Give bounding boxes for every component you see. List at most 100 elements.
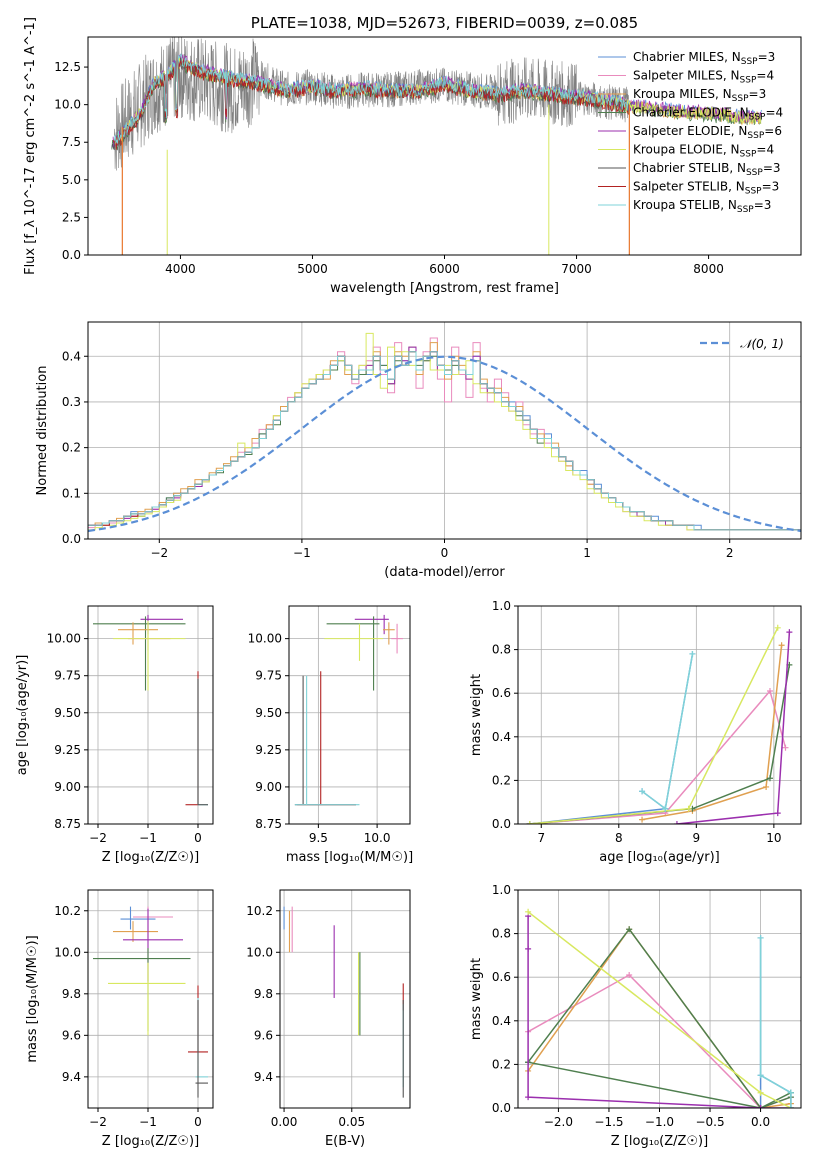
massweight-vs-age-panel: 7 8 9 10 0.0 0.2 0.4 0.6 0.8 1.0 age [log₁₀(age/yr… xyxy=(469,599,802,865)
x-tick-label: −2 xyxy=(89,831,107,845)
weight-marker xyxy=(662,805,669,812)
errorbar-kroupa-miles xyxy=(118,622,158,645)
axes-frame xyxy=(288,605,411,825)
x-tick-label: 10 xyxy=(766,831,781,845)
y-tick-label: 9.50 xyxy=(255,706,282,720)
legend-entry: Chabrier ELODIE, NSSP=4 xyxy=(633,106,783,123)
legend-entry: Salpeter MILES, NSSP=4 xyxy=(633,69,774,86)
spectrum-title: PLATE=1038, MJD=52673, FIBERID=0039, z=0… xyxy=(251,14,638,32)
x-tick-label: −2.0 xyxy=(544,1115,573,1129)
errorbar-kroupa-elodie xyxy=(113,620,186,691)
y-tick-label: 0.0 xyxy=(492,1101,511,1115)
y-tick-label: 8.75 xyxy=(255,817,282,831)
y-tick-label: 0.4 xyxy=(492,730,511,744)
model-spectrum-kroupa-elodie xyxy=(114,56,762,145)
x-axis-label: Z [log₁₀(Z/Z☉)] xyxy=(102,1134,199,1149)
weight-marker xyxy=(673,821,680,824)
y-tick-label: 1.0 xyxy=(492,883,511,897)
axes-frame xyxy=(517,889,802,1109)
y-axis-label: mass [log₁₀(M/M☉)] xyxy=(25,935,40,1062)
weight-marker xyxy=(757,1072,764,1079)
y-tick-label: 2.5 xyxy=(62,210,81,224)
y-axis-label: mass weight xyxy=(469,674,484,756)
weight-marker xyxy=(626,926,633,933)
y-tick-label: 0.2 xyxy=(492,773,511,787)
weight-series-chabrier-miles xyxy=(526,650,696,824)
weight-series-kroupa-stelib xyxy=(639,650,696,812)
y-tick-label: 9.6 xyxy=(254,1028,273,1042)
x-tick-label: 0.00 xyxy=(271,1115,298,1129)
y-tick-label: 9.25 xyxy=(54,743,81,757)
y-tick-label: 0.2 xyxy=(492,1057,511,1071)
errorbar-chabrier-elodie xyxy=(93,616,186,691)
y-tick-label: 0.1 xyxy=(62,486,81,500)
x-tick-label: −2 xyxy=(89,1115,107,1129)
axes-frame xyxy=(87,321,802,540)
weight-marker xyxy=(766,775,773,782)
errorbar-chabrier-stelib xyxy=(195,1000,208,1098)
x-tick-label: 1 xyxy=(583,546,591,560)
weight-marker xyxy=(689,650,696,657)
axes-frame xyxy=(87,605,214,825)
x-tick-label: 7000 xyxy=(561,262,592,276)
weight-marker xyxy=(685,805,692,812)
y-tick-label: 9.75 xyxy=(255,669,282,683)
x-tick-label: −1 xyxy=(139,831,157,845)
age-vs-Z-panel: −2 −1 0 8.75 9.00 9.25 9.50 9.75 10.00 Z [log₁₀(Z… xyxy=(15,605,214,865)
axes-frame xyxy=(517,605,802,825)
y-tick-label: 0.3 xyxy=(62,395,81,409)
weight-series-kroupa-stelib xyxy=(757,934,794,1108)
weight-series-salpeter-miles xyxy=(526,688,789,824)
axes-frame xyxy=(279,889,411,1109)
y-axis-label: mass weight xyxy=(469,958,484,1040)
x-tick-label: 9 xyxy=(693,831,701,845)
massweight-vs-Z-panel: −2.0 −1.5 −1.0 −0.5 0.0 0.0 0.2 0.4 0.6 0.8 1.0 Z [… xyxy=(469,883,802,1149)
y-tick-label: 10.2 xyxy=(54,904,81,918)
weight-marker xyxy=(766,688,773,695)
errorbar-kroupa-stelib xyxy=(195,997,208,1078)
x-tick-label: 5000 xyxy=(297,262,328,276)
weight-marker xyxy=(757,934,764,941)
normal-curve xyxy=(88,355,801,533)
weight-marker xyxy=(778,642,785,649)
y-tick-label: 0.4 xyxy=(62,349,81,363)
weight-series-salpeter-elodie xyxy=(673,629,793,824)
y-tick-label: 10.0 xyxy=(54,98,81,112)
mass-vs-EBV-panel: 0.00 0.05 9.4 9.6 9.8 10.0 10.2 E(B-V) xyxy=(246,889,411,1149)
x-tick-label: −1.5 xyxy=(594,1115,623,1129)
legend-entry: Kroupa STELIB, NSSP=3 xyxy=(633,198,771,215)
weight-series-kroupa-elodie xyxy=(526,624,781,824)
y-tick-label: 12.5 xyxy=(54,60,81,74)
weight-marker xyxy=(639,816,646,823)
weight-marker xyxy=(526,821,533,824)
model-spectrum-kroupa-stelib xyxy=(114,52,630,144)
y-tick-label: 1.0 xyxy=(492,599,511,613)
y-tick-label: 9.00 xyxy=(255,780,282,794)
weight-marker xyxy=(525,945,532,952)
y-tick-label: 0.0 xyxy=(62,532,81,546)
x-axis-label: (data-model)/error xyxy=(384,565,505,580)
y-tick-label: 10.00 xyxy=(248,632,282,646)
weight-marker xyxy=(525,908,532,915)
x-axis-label: wavelength [Angstrom, rest frame] xyxy=(330,281,559,296)
errorbar-salpeter-elodie xyxy=(354,614,389,635)
x-tick-label: −1 xyxy=(139,1115,157,1129)
age-vs-mass-panel: 9.5 10.0 8.75 9.00 9.25 9.50 9.75 10.00 mass [lo… xyxy=(248,605,413,865)
y-tick-label: 0.8 xyxy=(492,927,511,941)
weight-series-kroupa-miles xyxy=(639,642,785,823)
x-tick-label: 4000 xyxy=(165,262,196,276)
x-axis-label: mass [log₁₀(M/M☉)] xyxy=(286,850,413,865)
errorbar-kroupa-stelib xyxy=(294,675,360,806)
legend-entry: Salpeter STELIB, NSSP=3 xyxy=(633,180,779,197)
x-tick-label: 8000 xyxy=(693,262,724,276)
errorbar-chabrier-miles xyxy=(120,906,156,930)
legend-entry: Kroupa ELODIE, NSSP=4 xyxy=(633,143,774,160)
errorbar-salpeter-miles xyxy=(133,906,173,938)
y-tick-label: 10.0 xyxy=(54,945,81,959)
y-tick-label: 9.4 xyxy=(254,1070,273,1084)
mass-vs-Z-panel: −2 −1 0 9.4 9.6 9.8 10.0 10.2 Z [log₁₀(Z/Z☉)] mas… xyxy=(25,889,214,1149)
y-tick-label: 9.25 xyxy=(255,743,282,757)
y-tick-label: 9.8 xyxy=(62,987,81,1001)
y-tick-label: 10.2 xyxy=(246,904,273,918)
